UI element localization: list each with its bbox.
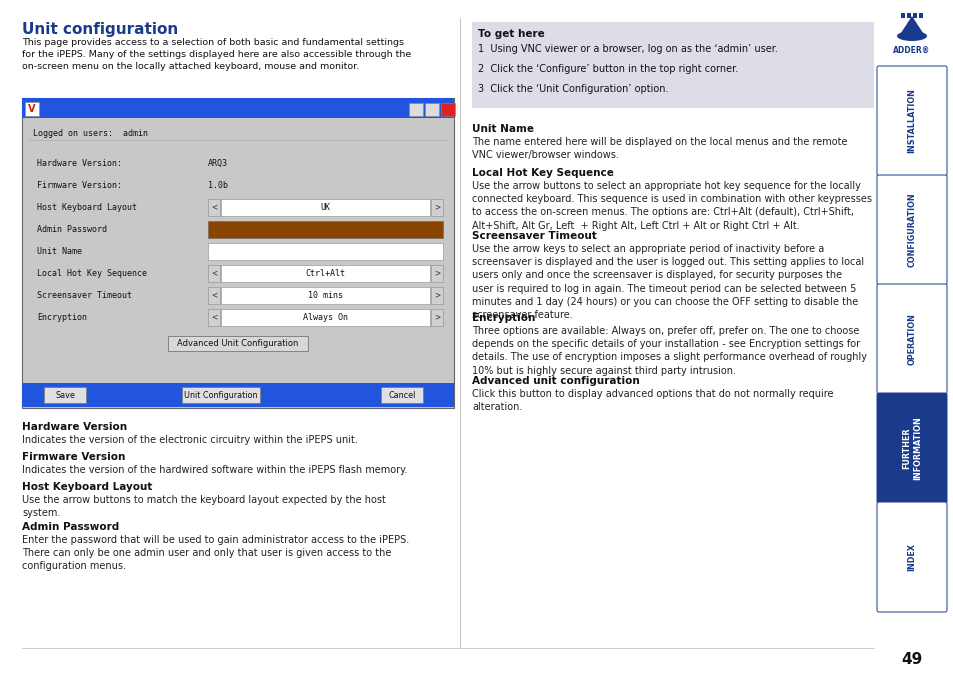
Text: V: V [29, 104, 35, 114]
FancyBboxPatch shape [876, 393, 946, 503]
Bar [472, 22, 873, 108]
Text: Hardware Version: Hardware Version [22, 422, 127, 432]
Text: Firmware Version:: Firmware Version: [37, 180, 122, 190]
Text: Firmware Version: Firmware Version [22, 452, 125, 462]
Text: 10 mins: 10 mins [308, 290, 343, 300]
Text: Logged on users:  admin: Logged on users: admin [33, 130, 148, 138]
Polygon shape [898, 16, 924, 36]
Text: <: < [211, 269, 217, 277]
Text: Hardware Version:: Hardware Version: [37, 159, 122, 167]
Bar [221, 199, 430, 216]
Bar [381, 387, 423, 403]
Bar [44, 387, 86, 403]
Text: INDEX: INDEX [906, 543, 916, 571]
FancyBboxPatch shape [876, 175, 946, 285]
Text: Indicates the version of the hardwired software within the iPEPS flash memory.: Indicates the version of the hardwired s… [22, 465, 407, 475]
Text: CONFIGURATION: CONFIGURATION [906, 192, 916, 267]
Text: 1  Using VNC viewer or a browser, log on as the ‘admin’ user.: 1 Using VNC viewer or a browser, log on … [477, 44, 777, 54]
Text: Local Hot Key Sequence: Local Hot Key Sequence [472, 168, 613, 178]
Bar [22, 98, 454, 118]
Text: Encryption: Encryption [472, 313, 535, 323]
FancyBboxPatch shape [876, 284, 946, 394]
Text: Save: Save [55, 391, 75, 400]
Bar [181, 387, 259, 403]
Text: Advanced unit configuration: Advanced unit configuration [472, 376, 639, 386]
Text: Screensaver Timeout: Screensaver Timeout [37, 290, 132, 300]
Text: <: < [211, 202, 217, 211]
Bar [440, 103, 455, 116]
Text: INSTALLATION: INSTALLATION [906, 88, 916, 153]
Text: Admin Password: Admin Password [22, 522, 119, 532]
Bar [25, 118, 451, 382]
Text: Host Keyboard Layout: Host Keyboard Layout [22, 482, 152, 492]
Text: >: > [434, 313, 439, 321]
Text: Three options are available: Always on, prefer off, prefer on. The one to choose: Three options are available: Always on, … [472, 326, 866, 375]
Text: Ctrl+Alt: Ctrl+Alt [305, 269, 345, 277]
Text: OPERATION: OPERATION [906, 313, 916, 365]
Text: This page provides access to a selection of both basic and fundamental settings
: This page provides access to a selection… [22, 38, 411, 72]
Ellipse shape [896, 31, 926, 41]
Bar [22, 383, 454, 407]
Bar [431, 199, 442, 216]
Text: 1.0b: 1.0b [208, 180, 228, 190]
Bar [424, 103, 438, 116]
Text: Use the arrow keys to select an appropriate period of inactivity before a
screen: Use the arrow keys to select an appropri… [472, 244, 863, 320]
Text: <: < [211, 290, 217, 300]
Bar [900, 13, 904, 18]
Bar [912, 13, 916, 18]
FancyBboxPatch shape [876, 502, 946, 612]
Bar [168, 336, 308, 351]
Text: Screensaver Timeout: Screensaver Timeout [472, 231, 597, 241]
Text: >: > [434, 290, 439, 300]
Text: The name entered here will be displayed on the local menus and the remote
VNC vi: The name entered here will be displayed … [472, 137, 846, 160]
Text: Click this button to display advanced options that do not normally require
alter: Click this button to display advanced op… [472, 389, 833, 412]
Text: Use the arrow buttons to match the keyboard layout expected by the host
system.: Use the arrow buttons to match the keybo… [22, 495, 385, 518]
Bar [221, 309, 430, 326]
Text: Local Hot Key Sequence: Local Hot Key Sequence [37, 269, 147, 277]
Text: Host Keyboard Layout: Host Keyboard Layout [37, 202, 137, 211]
Bar [221, 265, 430, 282]
Text: 3  Click the ‘Unit Configuration’ option.: 3 Click the ‘Unit Configuration’ option. [477, 84, 668, 94]
Text: Unit Name: Unit Name [37, 246, 82, 256]
Text: ADDER®: ADDER® [892, 46, 929, 55]
Bar [208, 309, 220, 326]
Text: Unit Configuration: Unit Configuration [184, 391, 257, 400]
Bar [431, 287, 442, 304]
Text: UK: UK [320, 202, 331, 211]
Bar [22, 98, 454, 408]
FancyBboxPatch shape [876, 66, 946, 176]
Text: Enter the password that will be used to gain administrator access to the iPEPS.
: Enter the password that will be used to … [22, 535, 409, 572]
Bar [221, 287, 430, 304]
Bar [208, 243, 442, 260]
Bar [208, 287, 220, 304]
Text: Use the arrow buttons to select an appropriate hot key sequence for the locally
: Use the arrow buttons to select an appro… [472, 181, 871, 231]
Bar [906, 13, 910, 18]
Bar [208, 265, 220, 282]
Bar [918, 13, 923, 18]
Bar [208, 199, 220, 216]
Text: Indicates the version of the electronic circuitry within the iPEPS unit.: Indicates the version of the electronic … [22, 435, 357, 445]
Bar [431, 265, 442, 282]
Bar [208, 221, 442, 238]
Text: 2  Click the ‘Configure’ button in the top right corner.: 2 Click the ‘Configure’ button in the to… [477, 64, 738, 74]
Text: 49: 49 [901, 653, 922, 668]
Text: To get here: To get here [477, 29, 544, 39]
Bar [409, 103, 422, 116]
Text: Encryption: Encryption [37, 313, 87, 321]
Text: FURTHER
INFORMATION: FURTHER INFORMATION [901, 416, 922, 480]
Text: Advanced Unit Configuration: Advanced Unit Configuration [177, 339, 298, 348]
Text: Admin Password: Admin Password [37, 225, 107, 234]
Text: <: < [211, 313, 217, 321]
Bar [25, 102, 39, 116]
Text: Unit Name: Unit Name [472, 124, 534, 134]
Bar [431, 309, 442, 326]
Text: Always On: Always On [303, 313, 348, 321]
Text: >: > [434, 269, 439, 277]
Text: ARQ3: ARQ3 [208, 159, 228, 167]
Text: Unit configuration: Unit configuration [22, 22, 178, 37]
Text: Cancel: Cancel [388, 391, 416, 400]
Text: >: > [434, 202, 439, 211]
